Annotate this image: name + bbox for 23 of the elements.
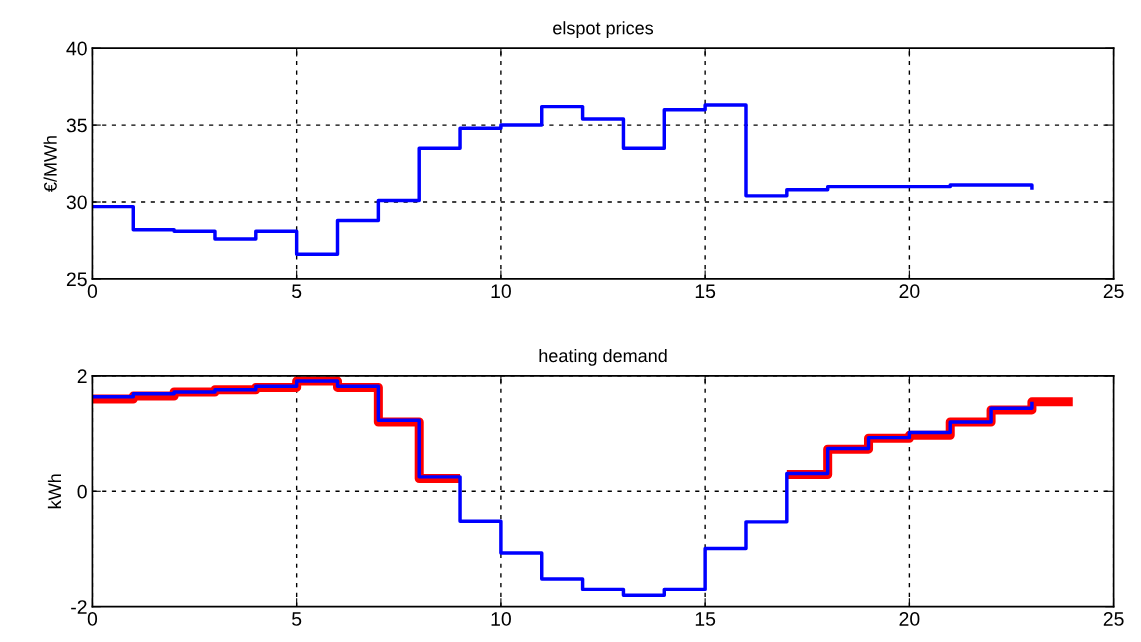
x-tick-label: 0 bbox=[87, 612, 98, 626]
x-tick-label: 15 bbox=[695, 284, 716, 299]
y-tick-label: 25 bbox=[66, 272, 87, 287]
x-tick-label: 25 bbox=[1103, 612, 1124, 626]
y-tick-label: 0 bbox=[77, 484, 87, 499]
y-axis-title: kWh bbox=[47, 474, 61, 509]
y-tick-label: 35 bbox=[66, 118, 87, 133]
chart-title: elspot prices bbox=[553, 21, 654, 39]
y-axis-title: €/MWh bbox=[43, 136, 57, 192]
chart-title: heating demand bbox=[539, 348, 667, 366]
y-tick-label: 2 bbox=[77, 369, 87, 383]
y-tick-label: 30 bbox=[66, 195, 87, 210]
x-tick-label: 15 bbox=[695, 612, 716, 626]
x-tick-label: 5 bbox=[292, 284, 302, 299]
x-tick-label: 25 bbox=[1103, 284, 1124, 299]
y-tick-label: -2 bbox=[71, 600, 87, 614]
y-tick-label: 40 bbox=[66, 41, 87, 56]
x-tick-label: 20 bbox=[899, 284, 920, 299]
x-tick-label: 10 bbox=[491, 284, 511, 299]
x-tick-label: 0 bbox=[87, 284, 98, 299]
x-tick-label: 10 bbox=[491, 612, 511, 626]
x-tick-label: 20 bbox=[899, 612, 920, 626]
x-tick-label: 5 bbox=[292, 612, 302, 626]
